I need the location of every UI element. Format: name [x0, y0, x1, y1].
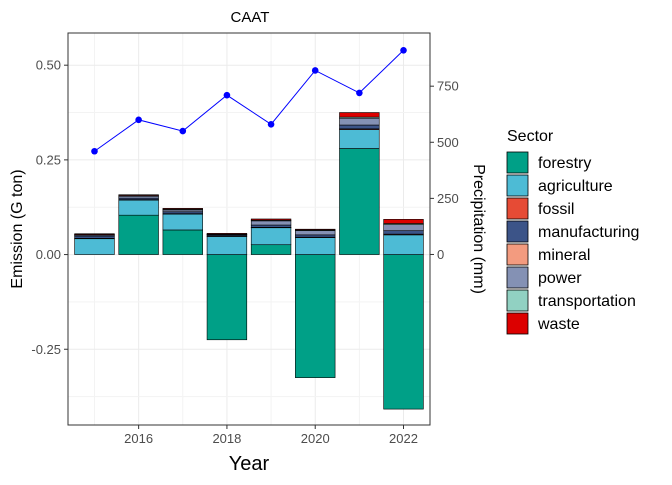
bar-segment-manufacturing	[74, 235, 115, 239]
legend-key-fossil	[506, 197, 529, 220]
x-axis-title: Year	[229, 453, 270, 475]
bar-segment-power	[383, 224, 424, 232]
y2-tick-label: 0	[437, 247, 444, 262]
bar-segment-agriculture	[383, 234, 424, 255]
bar-segment-manufacturing	[339, 124, 380, 130]
bar-segment-forestry	[206, 254, 248, 341]
precipitation-point	[135, 116, 142, 124]
bars	[74, 112, 424, 410]
bar-segment-waste	[295, 228, 336, 231]
bar-segment-waste	[383, 219, 424, 224]
bar-segment-waste	[206, 233, 248, 235]
y2-tick-label: 750	[437, 79, 459, 94]
precipitation-point	[91, 147, 98, 155]
plot-panel-border	[67, 32, 431, 426]
bar-segment-agriculture	[118, 199, 159, 216]
precipitation-point	[223, 91, 231, 99]
bar-segment-agriculture	[74, 238, 115, 255]
precipitation-point	[179, 127, 187, 135]
x-tick-label: 2020	[301, 431, 330, 446]
bar-segment-agriculture	[206, 236, 248, 255]
y-tick-label: 0.00	[36, 247, 61, 262]
bar-segment-waste	[118, 194, 159, 196]
bar-segment-forestry	[162, 229, 203, 255]
legend-label-manufacturing: manufacturing	[538, 224, 639, 241]
bar-segment-forestry	[118, 214, 159, 255]
y-axis-title: Emission (G ton)	[9, 169, 26, 288]
legend-key-mineral	[506, 243, 529, 266]
legend-key-agriculture	[506, 174, 529, 197]
precipitation-point	[311, 67, 319, 74]
legend-key-waste	[506, 312, 529, 335]
bar-segment-waste	[339, 112, 380, 118]
y-tick-label: -0.25	[31, 342, 61, 357]
precipitation-line-group	[91, 46, 407, 155]
chart-title: CAAT	[231, 9, 270, 26]
legend-label-transportation: transportation	[538, 293, 636, 310]
x-tick-label: 2022	[389, 431, 418, 446]
bar-segment-agriculture	[250, 227, 292, 246]
legend-key-transportation	[506, 289, 529, 312]
precipitation-line	[94, 49, 404, 152]
legend-title: Sector	[507, 128, 554, 145]
axes: 2016 2018 2020 2022 -0.25 0.00 0.25 0.50 0 250 500…	[31, 58, 458, 446]
precipitation-point	[356, 89, 363, 97]
x-tick-label: 2016	[124, 431, 153, 446]
bar-segment-forestry	[339, 148, 380, 255]
bar-segment-forestry	[383, 254, 424, 410]
x-tick-label: 2018	[212, 431, 241, 446]
bar-segment-agriculture	[162, 213, 203, 231]
bar-segment-forestry	[295, 254, 336, 378]
bar-segment-manufacturing	[250, 224, 292, 228]
bar-segment-power	[250, 220, 292, 226]
bar-segment-waste	[162, 208, 203, 210]
legend-key-power	[506, 266, 529, 289]
bar-segment-waste	[250, 218, 292, 221]
y-tick-label: 0.25	[36, 152, 61, 167]
legend-key-manufacturing	[506, 220, 529, 243]
legend: Sector forestry agriculture fossil manufact…	[506, 128, 639, 335]
bar-segment-forestry	[250, 244, 292, 255]
y2-tick-label: 500	[437, 135, 459, 150]
legend-key-forestry	[506, 151, 529, 174]
bar-segment-manufacturing	[295, 234, 336, 238]
precipitation-point	[267, 121, 275, 128]
legend-label-agriculture: agriculture	[538, 178, 613, 195]
bar-segment-agriculture	[295, 237, 336, 255]
legend-label-waste: waste	[537, 316, 580, 333]
legend-label-forestry: forestry	[538, 155, 591, 172]
bar-segment-manufacturing	[383, 230, 424, 235]
legend-label-fossil: fossil	[538, 201, 574, 218]
y2-axis-title: Precipitation (mm)	[470, 164, 487, 294]
bar-segment-waste	[74, 233, 115, 235]
y-tick-label: 0.50	[36, 58, 61, 73]
bar-segment-power	[295, 230, 336, 236]
legend-label-mineral: mineral	[538, 247, 590, 264]
precipitation-point	[400, 46, 407, 54]
y2-tick-label: 250	[437, 191, 459, 206]
bar-segment-agriculture	[339, 129, 380, 149]
bar-segment-power	[339, 117, 380, 126]
legend-label-power: power	[538, 270, 582, 287]
